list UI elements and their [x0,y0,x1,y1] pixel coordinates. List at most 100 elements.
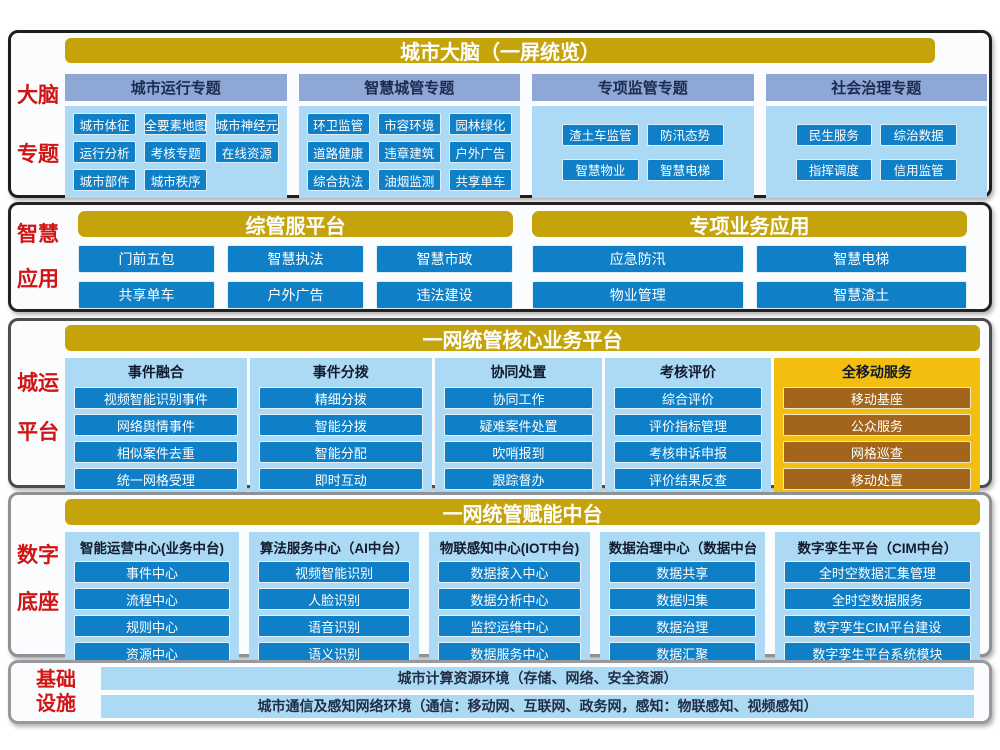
chip: 运行分析 [73,141,137,163]
chip: 相似案件去重 [74,441,238,463]
chip: 视频智能识别事件 [74,387,238,409]
column-header: 物联感知中心(IOT中台) [439,541,580,556]
chip: 园林绿化 [448,113,512,135]
side-label-line: 设施 [36,693,76,715]
group-header: 城市运行专题 [65,74,287,101]
side-label-line: 大脑 [17,84,59,107]
side-label-line: 专题 [17,143,59,166]
chip: 智慧市政 [376,245,513,273]
chip: 统一网格受理 [74,468,238,490]
chip: 违章建筑 [377,141,441,163]
group-special-supervision: 专项监管专题 渣土车监管 防汛态势 智慧物业 智慧电梯 [532,74,754,198]
chip: 全时空数据服务 [783,588,971,610]
column-event-fusion: 事件融合 视频智能识别事件 网络舆情事件 相似案件去重 统一网格受理 .....… [65,358,247,503]
chip: 评价结果反查 [614,468,762,490]
chip: 事件中心 [74,561,230,583]
chip: 数据共享 [608,561,756,583]
banner-platform: 综管服平台 [78,211,513,238]
chip: 跟踪督办 [443,468,594,490]
group-panel: 渣土车监管 防汛态势 智慧物业 智慧电梯 [532,106,754,198]
chip: 语义识别 [257,642,411,664]
chip: 智慧物业 [562,158,639,181]
banner-platform: 专项业务应用 [532,211,967,238]
chip: 全时空数据汇集管理 [783,561,971,583]
chip: 数据治理 [608,615,756,637]
chip: 数据分析中心 [438,588,581,610]
chip: 考核申诉申报 [614,441,762,463]
chip: 综治数据 [880,123,957,146]
chip: 城市体征 [73,113,137,135]
chip: 吹哨报到 [443,441,594,463]
app-platforms: 综管服平台 门前五包 智慧执法 智慧市政 共享单车 户外广告 违法建设 专项业务… [78,211,967,309]
chip: 流程中心 [74,588,230,610]
chip: 智慧渣土 [755,281,967,309]
infra-bar-computing: 城市计算资源环境（存储、网络、安全资源） [101,666,974,690]
banner-enable-platform: 一网统管赋能中台 [65,499,980,526]
side-label-digital-base: 数字 底座 [11,495,65,654]
chip: 考核专题 [144,141,208,163]
chip: 防汛态势 [646,123,724,146]
chip: 移动基座 [782,387,971,409]
chip: 道路健康 [306,141,370,163]
chip: 资源中心 [74,642,230,664]
side-label-brain: 大脑 专题 [11,33,65,195]
group-panel: 民生服务 综治数据 指挥调度 信用监管 [765,106,987,198]
core-columns: 事件融合 视频智能识别事件 网络舆情事件 相似案件去重 统一网格受理 .....… [65,358,980,503]
chip: 视频智能识别 [257,561,411,583]
column-data-center: 数据治理中心（数据中台） 数据共享 数据归集 数据治理 数据汇聚 [599,532,765,667]
group-panel: 城市体征 全要素地图 城市神经元 运行分析 考核专题 在线资源 城市部件 城市秩… [65,106,287,198]
column-assessment: 考核评价 综合评价 评价指标管理 考核申诉申报 评价结果反查 ...... [605,358,771,503]
chip: 语音识别 [257,615,411,637]
column-header: 数据治理中心（数据中台） [608,541,756,556]
column-ai-center: 算法服务中心（AI中台） 视频智能识别 人脸识别 语音识别 语义识别 [248,532,420,667]
column-header: 事件分拨 [312,364,369,380]
column-header: 智能运营中心(业务中台) [79,541,224,556]
chip: 民生服务 [795,123,873,146]
column-mobile-service: 全移动服务 移动基座 公众服务 网格巡查 移动处置 ...... [773,358,980,503]
chip: 综合执法 [306,169,370,191]
side-label-line: 应用 [17,268,59,291]
infra-bar-network: 城市通信及感知网络环境（通信：移动网、互联网、政务网，感知：物联感知、视频感知） [101,694,974,718]
chip: 规则中心 [74,615,230,637]
chip: 应急防汛 [532,245,744,273]
section-infrastructure: 基础 设施 城市计算资源环境（存储、网络、安全资源） 城市通信及感知网络环境（通… [8,660,992,724]
chip: 评价指标管理 [614,414,762,436]
side-label-apps: 智慧 应用 [11,205,65,309]
column-collaborative-handling: 协同处置 协同工作 疑难案件处置 吹哨报到 跟踪督办 ...... [434,358,603,503]
chip: 网格巡查 [782,441,971,463]
section-core-platform: 城运 平台 一网统管核心业务平台 事件融合 视频智能识别事件 网络舆情事件 相似… [8,318,992,503]
chip: 城市神经元 [215,113,279,135]
chip: 环卫监管 [306,113,370,135]
side-label-infrastructure: 基础 设施 [11,663,101,721]
side-label-line: 底座 [17,590,59,614]
column-header: 数字孪生平台（CIM中台） [797,541,958,556]
brain-groups: 城市运行专题 城市体征 全要素地图 城市神经元 运行分析 考核专题 在线资源 [65,74,987,198]
chip: 监控运维中心 [438,615,581,637]
column-operation-center: 智能运营中心(业务中台) 事件中心 流程中心 规则中心 资源中心 [65,532,239,667]
side-label-line: 平台 [17,421,59,444]
chip: 在线资源 [215,141,279,163]
chip: 数据接入中心 [438,561,581,583]
chip: 共享单车 [448,169,512,191]
chip: 精细分拨 [258,387,423,409]
chip: 疑难案件处置 [443,414,594,436]
column-header: 全移动服务 [841,364,912,380]
chip: 智慧电梯 [646,158,724,181]
chip: 油烟监测 [377,169,441,191]
column-header: 事件融合 [127,364,184,380]
chip: 违法建设 [376,281,513,309]
section-smart-apps: 智慧 应用 综管服平台 门前五包 智慧执法 智慧市政 共享单车 户外广告 违法建… [8,202,992,312]
banner-city-brain: 城市大脑（一屏统览） [65,38,935,64]
column-header: 算法服务中心（AI中台） [259,541,409,556]
chip: 全要素地图 [144,113,208,135]
chip: 人脸识别 [257,588,411,610]
group-header: 专项监管专题 [532,74,754,101]
chip: 门前五包 [78,245,215,273]
chip: 智能分拨 [258,414,423,436]
chip: 渣土车监管 [562,123,639,146]
side-label-line: 数字 [17,543,59,567]
chip: 智能分配 [258,441,423,463]
group-header: 智慧城管专题 [298,74,520,101]
side-label-line: 城运 [17,372,59,395]
side-label-core: 城运 平台 [11,321,65,485]
